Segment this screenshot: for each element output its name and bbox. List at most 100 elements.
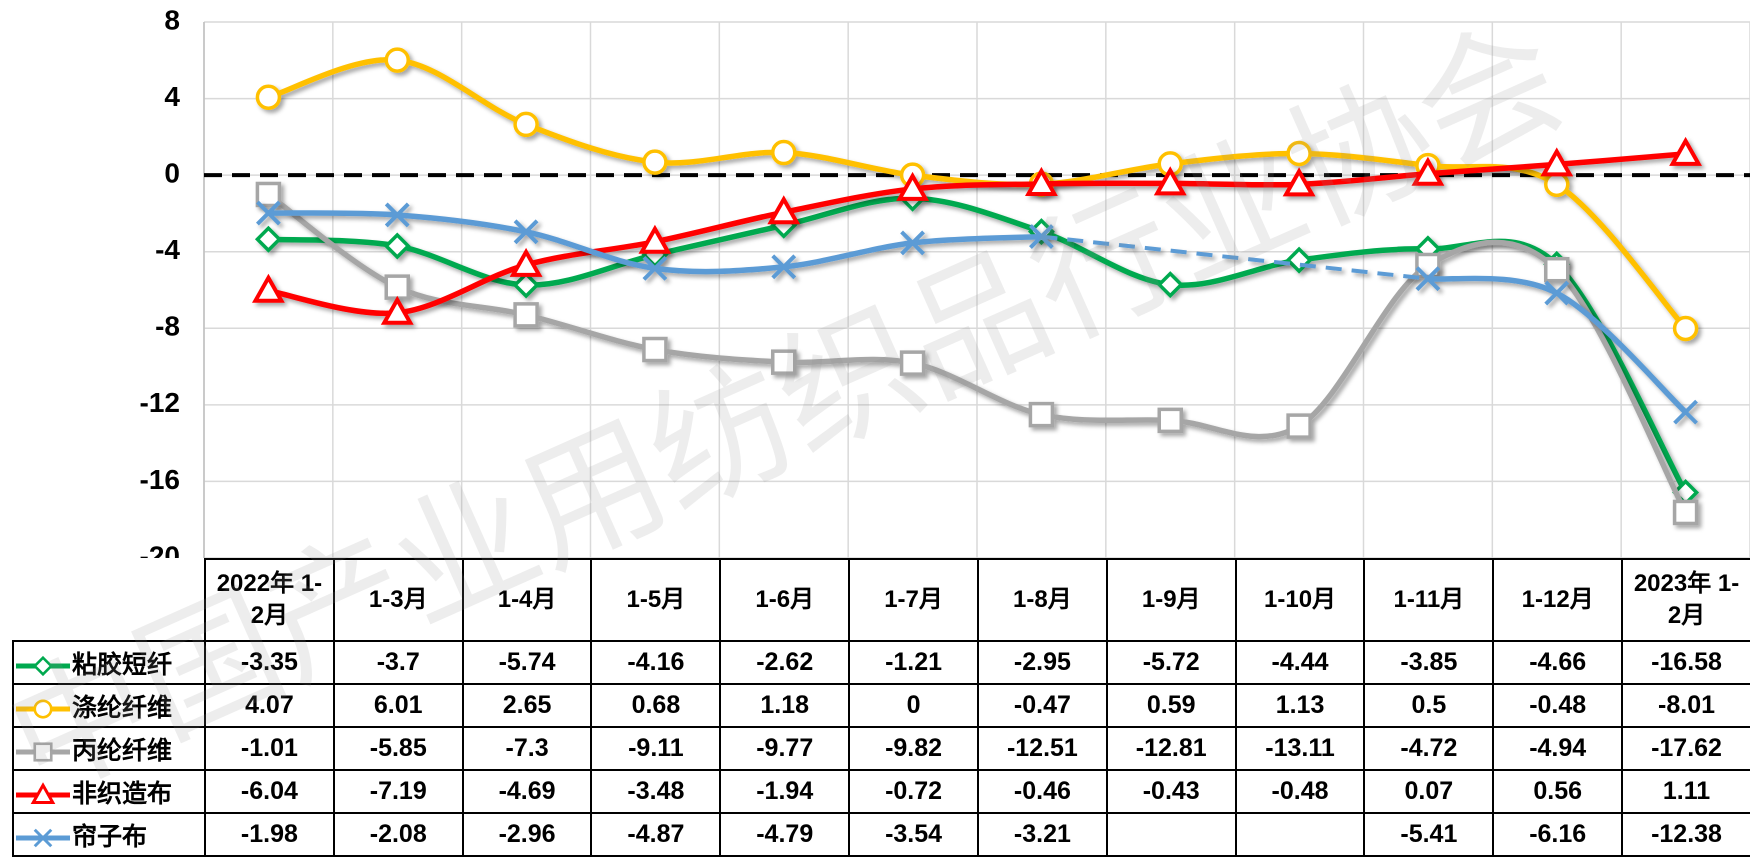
value-cell: 0.07 bbox=[1363, 769, 1495, 814]
category-cell: 1-9月 bbox=[1105, 558, 1237, 642]
legend-icon bbox=[16, 828, 70, 848]
value-cell: 1.18 bbox=[719, 683, 851, 728]
marker bbox=[1156, 271, 1184, 299]
value-cell: -17.62 bbox=[1621, 726, 1750, 771]
y-tick-label: -12 bbox=[140, 387, 180, 418]
marker bbox=[1544, 280, 1570, 306]
value-cell: -1.01 bbox=[204, 726, 335, 771]
marker bbox=[1411, 156, 1445, 186]
marker bbox=[1286, 140, 1312, 167]
data-row: 帘子布 -1.98 -2.08 -2.96 -4.87 -4.79 -3.54 -3.21 -5… bbox=[12, 812, 1750, 857]
legend-icon bbox=[16, 782, 70, 804]
value-cell: 4.07 bbox=[204, 683, 335, 728]
category-cell: 1-5月 bbox=[590, 558, 722, 642]
legend-cell: 非织造布 bbox=[12, 769, 206, 814]
marker bbox=[1673, 399, 1698, 425]
legend-marker bbox=[33, 742, 53, 762]
value-cell: -16.58 bbox=[1621, 640, 1750, 685]
marker bbox=[896, 171, 930, 201]
marker bbox=[1544, 171, 1570, 198]
value-cell: -7.19 bbox=[332, 769, 464, 814]
marker bbox=[384, 274, 410, 300]
marker bbox=[512, 271, 540, 299]
series bbox=[251, 136, 1703, 325]
value-cell: -4.72 bbox=[1363, 726, 1495, 771]
marker bbox=[642, 336, 668, 363]
value-cell: 2.65 bbox=[461, 683, 593, 728]
value-cell: 0.5 bbox=[1363, 683, 1495, 728]
marker bbox=[771, 139, 797, 166]
value-cell: 6.01 bbox=[332, 683, 464, 728]
marker bbox=[642, 255, 668, 281]
marker bbox=[1540, 147, 1574, 177]
category-cell: 1-7月 bbox=[848, 558, 979, 642]
marker bbox=[899, 350, 926, 376]
marker bbox=[255, 84, 282, 110]
value-cell: -4.79 bbox=[719, 812, 851, 857]
value-cell: -2.62 bbox=[719, 640, 851, 685]
value-cell: -4.16 bbox=[590, 640, 722, 685]
value-cell: -6.16 bbox=[1492, 812, 1624, 857]
marker bbox=[1286, 413, 1312, 439]
value-cell: -1.21 bbox=[848, 640, 979, 685]
value-cell: -3.54 bbox=[848, 812, 979, 857]
marker bbox=[1028, 401, 1055, 428]
marker bbox=[767, 195, 801, 225]
value-cell: -0.72 bbox=[848, 769, 979, 814]
legend-cell: 涤纶纤维 bbox=[12, 683, 206, 728]
data-table: 2022年 1-2月 1-3月 1-4月 1-5月 1-6月 1-7月 1-8月 1-9月 1-… bbox=[12, 558, 1750, 857]
y-tick-label: -20 bbox=[140, 540, 180, 558]
marker bbox=[384, 47, 410, 73]
value-cell: -5.41 bbox=[1363, 812, 1495, 857]
marker bbox=[1669, 136, 1703, 166]
value-cell bbox=[1105, 812, 1237, 857]
value-cell: -9.82 bbox=[848, 726, 979, 771]
data-row: 丙纶纤维 -1.01 -5.85 -7.3 -9.11 -9.77 -9.82 -12.51-… bbox=[12, 726, 1750, 771]
value-cell: -3.21 bbox=[976, 812, 1108, 857]
legend-icon bbox=[16, 742, 70, 762]
marker bbox=[1672, 499, 1699, 526]
value-cell: -9.77 bbox=[719, 726, 851, 771]
marker bbox=[1029, 224, 1054, 250]
legend-icon bbox=[16, 655, 70, 676]
marker bbox=[254, 225, 282, 253]
value-cell: -3.35 bbox=[204, 640, 335, 685]
category-cell: 2022年 1-2月 bbox=[204, 558, 335, 642]
category-cell: 1-4月 bbox=[461, 558, 593, 642]
value-cell: -13.11 bbox=[1234, 726, 1366, 771]
value-cell: -4.69 bbox=[461, 769, 593, 814]
data-row: 涤纶纤维 4.07 6.01 2.65 0.68 1.18 0 -0.47 0.59 1.13 0.… bbox=[12, 683, 1750, 728]
value-cell: -12.51 bbox=[976, 726, 1108, 771]
marker bbox=[384, 202, 410, 228]
value-cell: -1.98 bbox=[204, 812, 335, 857]
y-tick-label: -4 bbox=[155, 234, 180, 265]
value-cell: -0.48 bbox=[1234, 769, 1366, 814]
value-cell: -12.38 bbox=[1621, 812, 1750, 857]
value-cell: -3.7 bbox=[332, 640, 464, 685]
gap-connector bbox=[1041, 234, 1429, 281]
category-cell: 1-10月 bbox=[1234, 558, 1366, 642]
value-cell: -2.96 bbox=[461, 812, 593, 857]
marker bbox=[642, 149, 668, 175]
legend-marker bbox=[32, 655, 54, 676]
data-row: 非织造布 -6.04 -7.19 -4.69 -3.48 -1.94 -0.72 -0.46-… bbox=[12, 769, 1750, 814]
blank-cell bbox=[13, 559, 206, 642]
legend-cell: 丙纶纤维 bbox=[12, 726, 206, 771]
marker bbox=[513, 302, 539, 328]
category-cell: 1-11月 bbox=[1363, 558, 1495, 642]
marker bbox=[1153, 166, 1187, 196]
category-cell: 1-8月 bbox=[976, 558, 1108, 642]
value-cell: -5.74 bbox=[461, 640, 593, 685]
legend-marker bbox=[30, 782, 56, 804]
legend-marker bbox=[33, 699, 53, 719]
value-cell: -4.94 bbox=[1492, 726, 1624, 771]
legend-cell: 帘子布 bbox=[12, 812, 206, 857]
category-cell: 1-12月 bbox=[1492, 558, 1624, 642]
marker bbox=[1157, 407, 1183, 434]
data-row: 粘胶短纤 -3.35 -3.7 -5.74 -4.16 -2.62 -1.21 -2.95 -5… bbox=[12, 640, 1750, 685]
marker bbox=[1282, 167, 1316, 197]
legend-marker bbox=[33, 828, 53, 848]
y-tick-label: -16 bbox=[140, 464, 180, 495]
value-cell: -5.72 bbox=[1105, 640, 1237, 685]
